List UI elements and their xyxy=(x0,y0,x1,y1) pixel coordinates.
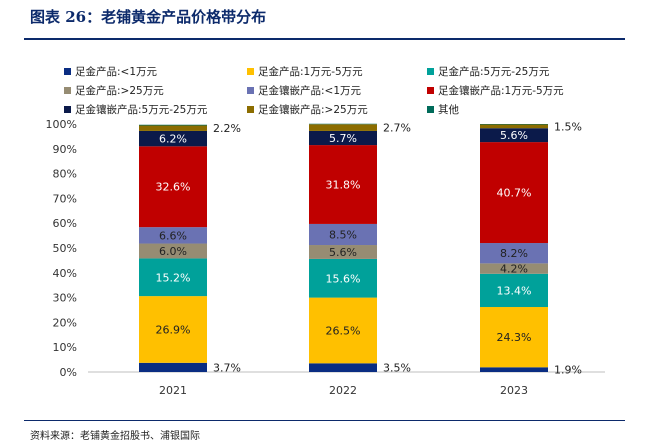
data-label: 1.9% xyxy=(554,364,582,377)
data-label: 15.2% xyxy=(156,271,191,284)
bar-segment xyxy=(480,263,548,274)
data-label: 6.2% xyxy=(159,133,187,146)
bar-segment xyxy=(480,128,548,143)
legend-swatch xyxy=(427,68,434,75)
legend-label: 足金产品:<1万元 xyxy=(75,66,158,78)
y-tick-label: 0% xyxy=(60,366,77,379)
chart-title: 图表 26：老铺黄金产品价格带分布 xyxy=(30,8,267,26)
bar-segment xyxy=(480,367,548,372)
legend-item: 足金产品:<1万元 xyxy=(64,64,157,79)
data-label: 24.3% xyxy=(497,331,532,344)
legend-item: 足金镶嵌产品:1万元-5万元 xyxy=(427,83,564,98)
legend-swatch xyxy=(247,68,254,75)
y-tick-label: 10% xyxy=(53,341,77,354)
legend-item: 足金产品:5万元-25万元 xyxy=(427,64,549,79)
data-label: 2.7% xyxy=(383,122,411,135)
data-label: 3.5% xyxy=(383,362,411,375)
data-label: 40.7% xyxy=(497,187,532,200)
bar-segment xyxy=(139,227,207,244)
legend-item: 足金镶嵌产品:>25万元 xyxy=(247,102,368,117)
x-tick-label: 2023 xyxy=(500,384,528,397)
data-label: 6.6% xyxy=(159,229,187,242)
data-label: 15.6% xyxy=(326,272,361,285)
data-label: 5.6% xyxy=(329,246,357,259)
bar-segment xyxy=(309,258,377,298)
legend-swatch xyxy=(427,87,434,94)
bar-segment xyxy=(139,243,207,259)
bar-segment xyxy=(139,146,207,228)
y-tick-label: 70% xyxy=(53,192,77,205)
bar-segment xyxy=(139,130,207,147)
legend-item: 足金产品:1万元-5万元 xyxy=(247,64,363,79)
legend-label: 足金产品:>25万元 xyxy=(75,85,164,97)
data-label: 26.5% xyxy=(326,324,361,337)
title-divider xyxy=(24,38,625,40)
legend-swatch xyxy=(427,106,434,113)
bar-segment xyxy=(309,223,377,246)
legend-swatch xyxy=(64,87,71,94)
source-note: 资料来源：老铺黄金招股书、浦银国际 xyxy=(30,431,200,442)
y-tick-label: 90% xyxy=(53,143,77,156)
bar-segment xyxy=(480,273,548,308)
legend-label: 足金产品:5万元-25万元 xyxy=(438,66,550,78)
bar-segment xyxy=(139,124,207,126)
bar-segment xyxy=(139,362,207,372)
footer-divider xyxy=(24,420,625,421)
data-label: 1.5% xyxy=(554,120,582,133)
legend-label: 足金镶嵌产品:5万元-25万元 xyxy=(75,104,208,116)
legend-swatch xyxy=(247,106,254,113)
data-label: 5.7% xyxy=(329,132,357,145)
bar-segment xyxy=(309,245,377,259)
bar-segment xyxy=(480,124,548,129)
bar-segment xyxy=(309,145,377,224)
bar-segment xyxy=(480,142,548,244)
legend-label: 足金产品:1万元-5万元 xyxy=(258,66,363,78)
data-label: 4.2% xyxy=(500,263,528,276)
data-label: 13.4% xyxy=(497,284,532,297)
legend-item: 足金镶嵌产品:5万元-25万元 xyxy=(64,102,207,117)
y-tick-label: 80% xyxy=(53,168,77,181)
x-tick-label: 2022 xyxy=(329,384,357,397)
data-label: 2.2% xyxy=(213,122,241,135)
legend-swatch xyxy=(64,106,71,113)
y-tick-label: 20% xyxy=(53,316,77,329)
bar-segment xyxy=(139,296,207,363)
data-label: 6.0% xyxy=(159,245,187,258)
legend-swatch xyxy=(64,68,71,75)
data-label: 8.5% xyxy=(329,228,357,241)
legend-item: 足金产品:>25万元 xyxy=(64,83,164,98)
y-tick-label: 60% xyxy=(53,217,77,230)
y-tick-label: 50% xyxy=(53,242,77,255)
legend-label: 足金镶嵌产品:1万元-5万元 xyxy=(438,85,564,97)
x-tick-label: 2021 xyxy=(159,384,187,397)
bar-segment xyxy=(309,130,377,146)
bar-segment xyxy=(480,307,548,368)
data-label: 5.6% xyxy=(500,129,528,142)
data-label: 32.6% xyxy=(156,181,191,194)
y-tick-label: 100% xyxy=(46,118,77,131)
data-label: 8.2% xyxy=(500,247,528,260)
bar-segment xyxy=(139,258,207,297)
legend-label: 其他 xyxy=(438,104,459,116)
data-label: 31.8% xyxy=(326,179,361,192)
legend-item: 其他 xyxy=(427,102,459,117)
legend-item: 足金镶嵌产品:<1万元 xyxy=(247,83,361,98)
legend-swatch xyxy=(247,87,254,94)
legend-label: 足金镶嵌产品:<1万元 xyxy=(258,85,362,97)
bar-segment xyxy=(139,125,207,131)
y-tick-label: 30% xyxy=(53,292,77,305)
bar-segment xyxy=(309,297,377,364)
legend-label: 足金镶嵌产品:>25万元 xyxy=(258,104,368,116)
y-tick-label: 40% xyxy=(53,267,77,280)
bar-segment xyxy=(309,363,377,372)
data-label: 26.9% xyxy=(156,323,191,336)
bar-segment xyxy=(480,243,548,264)
bar-segment xyxy=(309,124,377,131)
data-label: 3.7% xyxy=(213,361,241,374)
